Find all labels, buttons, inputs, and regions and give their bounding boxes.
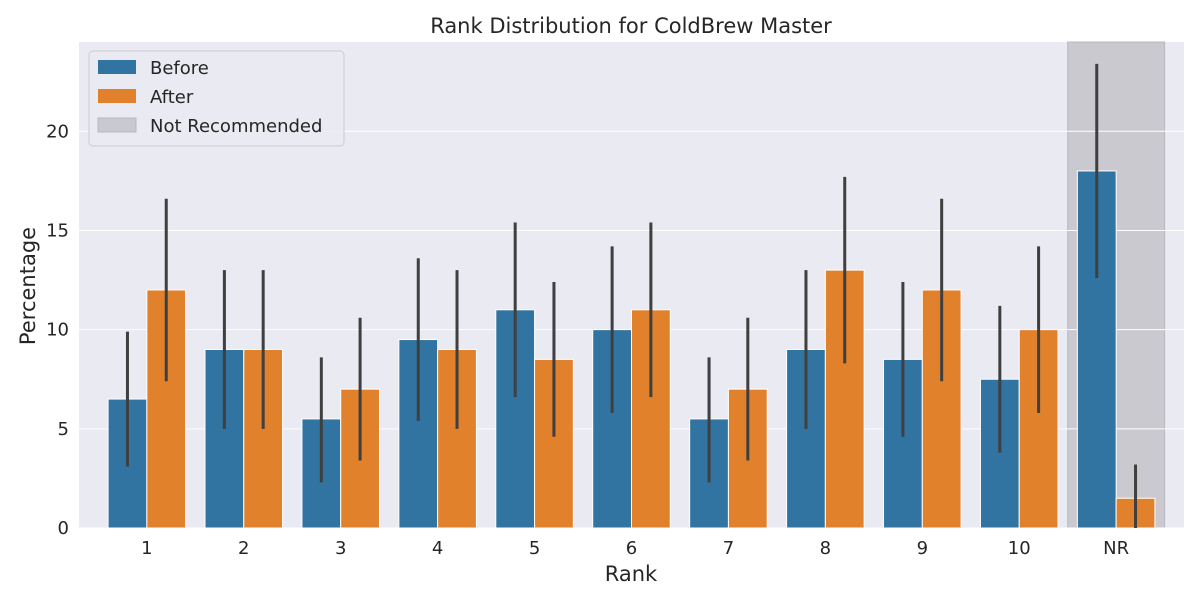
legend-label: After [150,87,194,108]
y-axis-title: Percentage [16,227,40,345]
x-tick-label: 9 [917,538,928,559]
x-tick-label: 10 [1008,538,1031,559]
chart-title: Rank Distribution for ColdBrew Master [430,14,832,38]
y-tick-label: 15 [46,220,69,241]
x-tick-label: 3 [335,538,346,559]
y-tick-label: 10 [46,320,69,341]
x-axis-title: Rank [605,562,658,586]
legend-label: Not Recommended [150,116,322,137]
x-tick-label: 2 [238,538,249,559]
x-tick-label: 7 [723,538,734,559]
x-tick-label: 1 [141,538,152,559]
y-tick-label: 20 [46,121,69,142]
legend: Before After Not Recommended [88,50,345,147]
bar-after-10 [1018,329,1059,529]
x-tick-label: NR [1103,538,1129,559]
legend-swatch [98,60,136,74]
legend-swatch [97,117,137,133]
x-tick-label: 8 [820,538,831,559]
x-tick-label: 6 [626,538,637,559]
legend-box [88,50,345,147]
x-tick-label: 4 [432,538,443,559]
y-tick-label: 0 [58,518,69,539]
x-tick-label: 5 [529,538,540,559]
legend-swatch [98,89,136,103]
y-tick-label: 5 [58,419,69,440]
legend-label: Before [150,58,209,79]
